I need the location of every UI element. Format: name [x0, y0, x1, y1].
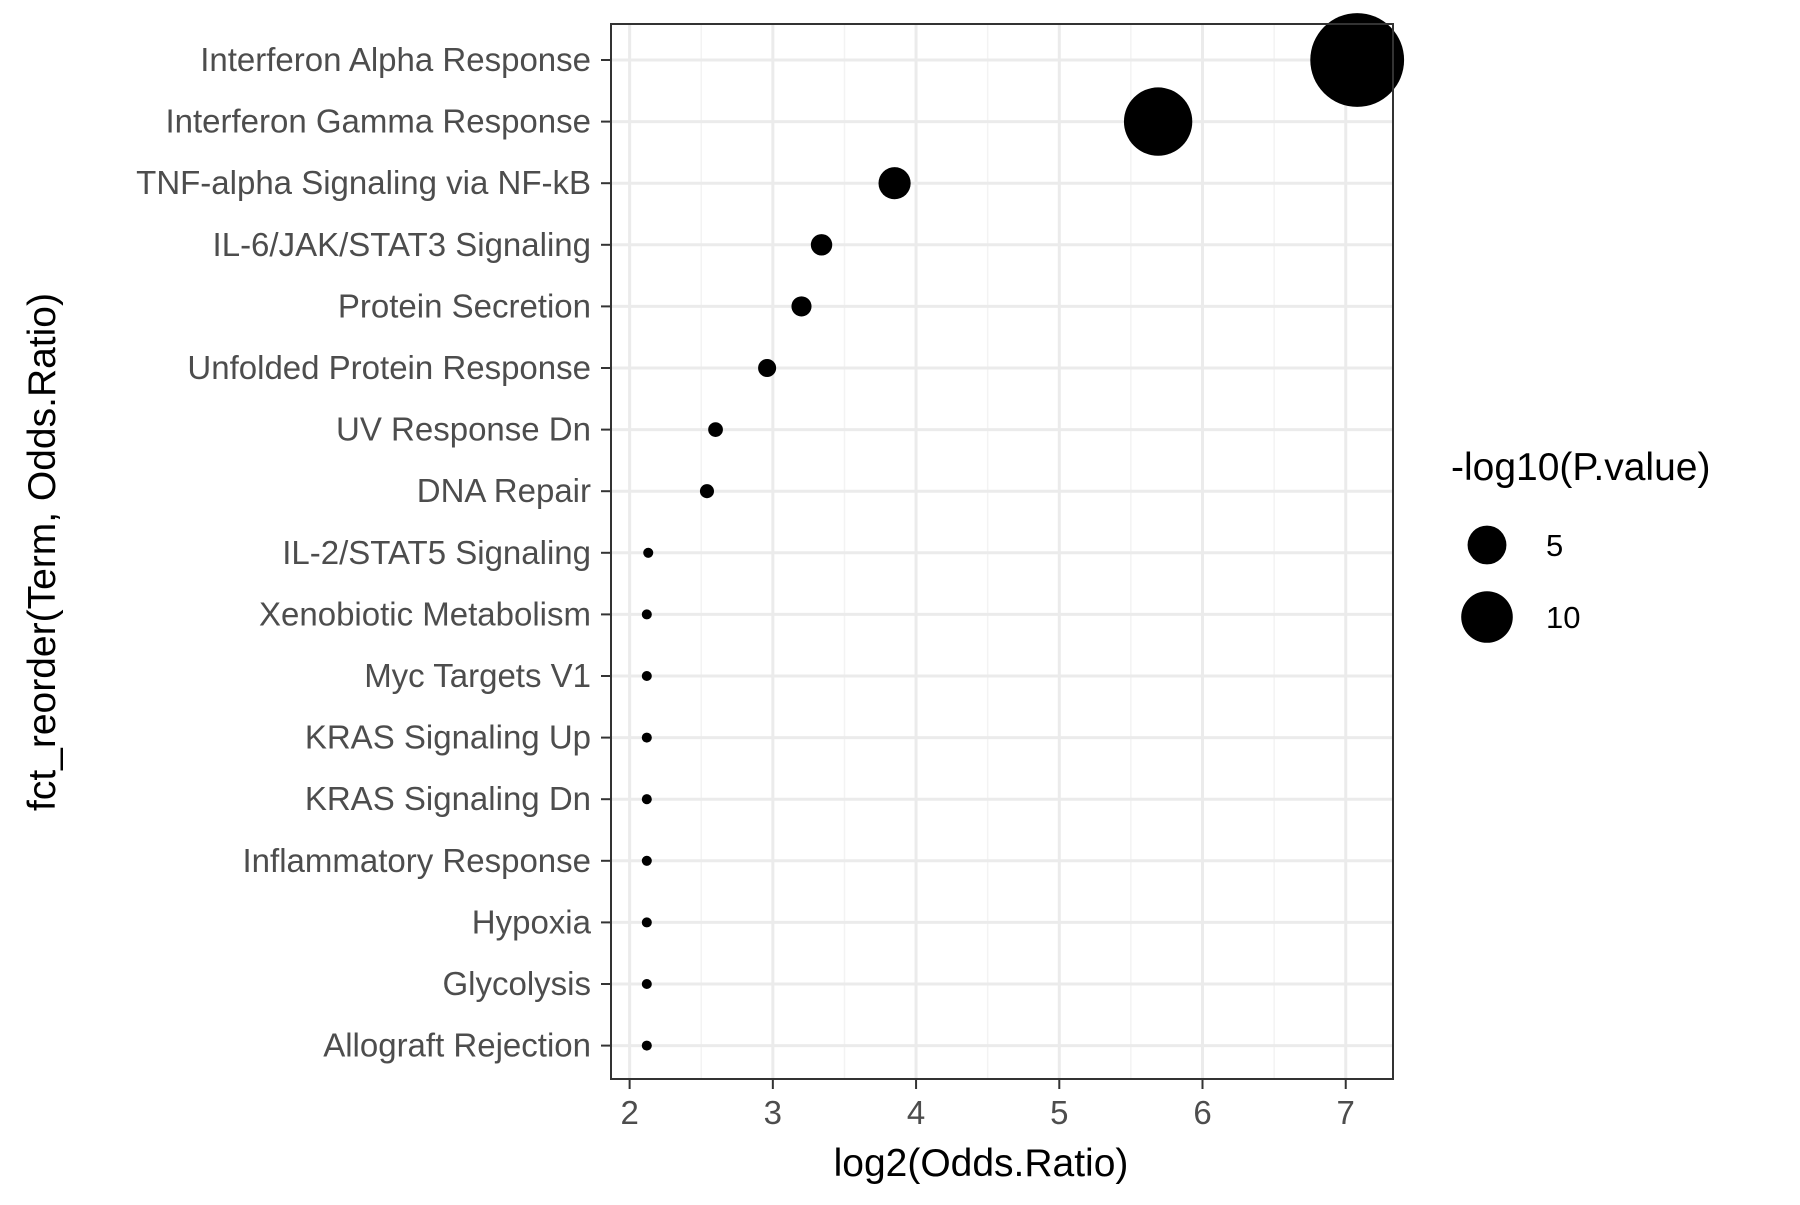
y-tick-label: Hypoxia [472, 903, 592, 940]
y-tick-label: UV Response Dn [336, 411, 591, 448]
legend: -log10(P.value) 5 10 [1451, 446, 1710, 643]
data-point [641, 670, 652, 682]
panel-border [610, 23, 1394, 1080]
gridlines [611, 24, 1393, 1079]
y-tick-label: KRAS Signaling Dn [305, 780, 591, 817]
legend-title: -log10(P.value) [1451, 446, 1710, 489]
data-point [758, 358, 777, 378]
legend-key-point [1467, 525, 1507, 565]
y-tick-label: Myc Targets V1 [364, 657, 591, 694]
y-tick-label: Unfolded Protein Response [187, 349, 591, 386]
data-point [641, 1040, 652, 1051]
x-tick-label: 3 [764, 1094, 782, 1131]
y-tick-label: KRAS Signaling Up [305, 719, 591, 756]
x-tick-label: 7 [1337, 1094, 1355, 1131]
data-point [699, 484, 714, 499]
data-point [791, 296, 812, 317]
data-points [641, 13, 1405, 1051]
y-tick-label: TNF-alpha Signaling via NF-kB [136, 164, 591, 201]
legend-key-label: 5 [1546, 528, 1563, 563]
y-tick-label: Xenobiotic Metabolism [259, 595, 591, 632]
legend-key-label: 10 [1546, 600, 1580, 635]
data-point [1123, 87, 1193, 156]
x-tick-label: 2 [620, 1094, 638, 1131]
data-point [641, 609, 652, 620]
y-axis-title: fct_reorder(Term, Odds.Ratio) [21, 293, 64, 811]
y-tick-label: Protein Secretion [338, 287, 591, 324]
data-point [641, 794, 652, 805]
legend-key-point [1461, 591, 1513, 643]
x-tick-label: 6 [1193, 1094, 1211, 1131]
data-point [878, 167, 911, 200]
y-tick-label: Inflammatory Response [243, 842, 591, 879]
x-axis-title: log2(Odds.Ratio) [834, 1142, 1129, 1185]
data-point [641, 917, 652, 928]
x-axis: 2 3 4 5 6 7 [620, 1079, 1355, 1131]
panel-frame [610, 23, 1394, 1080]
data-point [641, 855, 652, 866]
x-tick-label: 5 [1050, 1094, 1068, 1131]
y-tick-label: IL-6/JAK/STAT3 Signaling [213, 226, 591, 263]
data-point [641, 978, 652, 990]
y-axis: Interferon Alpha Response Interferon Gamm… [136, 41, 611, 1064]
data-point [643, 547, 654, 558]
data-point [1310, 13, 1405, 107]
data-point [810, 234, 833, 256]
data-point [641, 732, 652, 743]
y-tick-label: IL-2/STAT5 Signaling [282, 534, 591, 571]
data-point [708, 422, 723, 437]
y-tick-label: Allograft Rejection [323, 1027, 591, 1064]
y-tick-label: Glycolysis [442, 965, 591, 1002]
y-tick-label: DNA Repair [417, 472, 591, 509]
x-tick-label: 4 [907, 1094, 925, 1131]
y-tick-label: Interferon Gamma Response [165, 103, 591, 140]
y-tick-label: Interferon Alpha Response [200, 41, 591, 78]
